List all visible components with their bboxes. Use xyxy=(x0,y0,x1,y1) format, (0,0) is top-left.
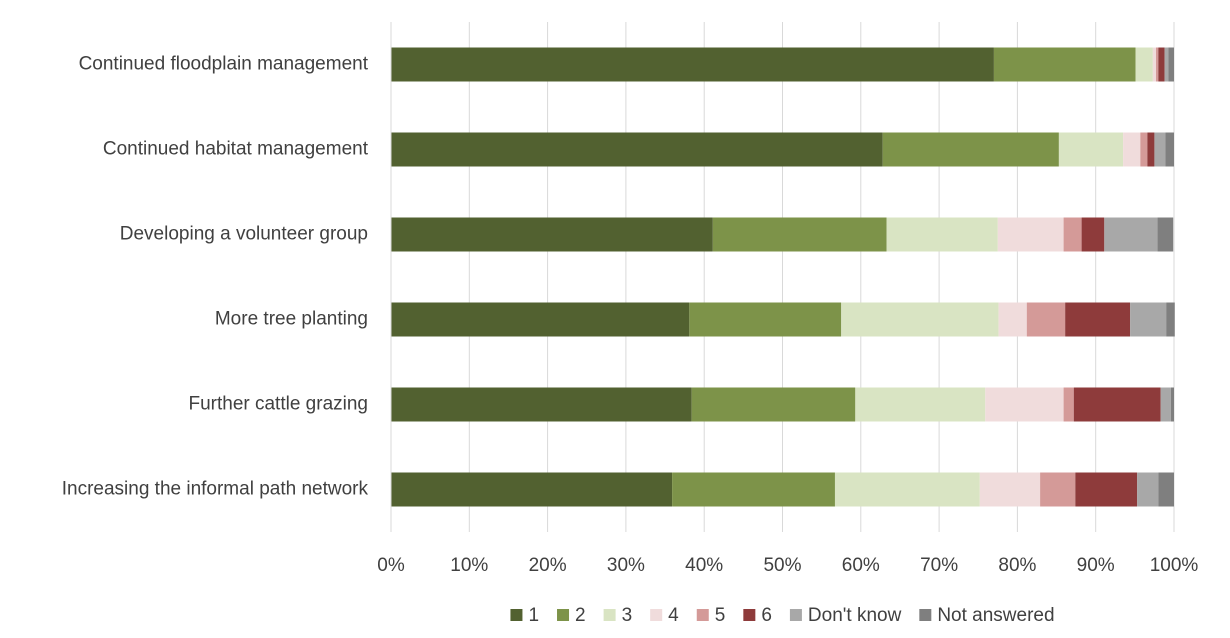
bar-segment xyxy=(1065,302,1131,337)
bar-segment xyxy=(1165,132,1174,167)
bar-segment xyxy=(1063,217,1082,252)
bar-segment xyxy=(1168,47,1174,82)
bar-segment xyxy=(1155,47,1159,82)
bar-segment xyxy=(998,302,1027,337)
bar-segment xyxy=(1154,132,1166,167)
bar-segment xyxy=(1135,47,1153,82)
legend-swatch xyxy=(696,609,709,621)
bar-segment xyxy=(997,217,1064,252)
legend-label: 3 xyxy=(622,605,633,626)
legend-label: 4 xyxy=(668,605,679,626)
bar-segment xyxy=(391,132,883,167)
bar-segment xyxy=(1081,217,1105,252)
legend-swatch xyxy=(789,609,802,621)
bar-segment xyxy=(979,472,1041,507)
bar-segment xyxy=(882,132,1059,167)
bar-segment xyxy=(1158,472,1174,507)
x-tick-label: 50% xyxy=(763,555,801,576)
x-tick-label: 80% xyxy=(998,555,1036,576)
x-tick-label: 100% xyxy=(1150,555,1199,576)
legend-label: 2 xyxy=(575,605,586,626)
bar-segment xyxy=(1063,387,1074,422)
legend-swatch xyxy=(603,609,616,621)
y-tick-label: Continued floodplain management xyxy=(79,54,369,75)
bar-segment xyxy=(1104,217,1158,252)
x-tick-label: 90% xyxy=(1077,555,1115,576)
bar-segment xyxy=(391,47,994,82)
x-tick-label: 60% xyxy=(842,555,880,576)
bar-segment xyxy=(391,472,673,507)
x-tick-label: 30% xyxy=(607,555,645,576)
legend-swatch xyxy=(919,609,932,621)
legend-label: 5 xyxy=(715,605,726,626)
bar-segment xyxy=(689,302,842,337)
legend-label: 6 xyxy=(761,605,772,626)
y-tick-label: Continued habitat management xyxy=(103,139,369,160)
bar-segment xyxy=(1026,302,1066,337)
bar-segment xyxy=(1164,47,1169,82)
bar-segment xyxy=(1157,217,1174,252)
bar-segment xyxy=(391,387,692,422)
x-tick-label: 20% xyxy=(529,555,567,576)
bar-segment xyxy=(1170,387,1174,422)
bar-segment xyxy=(1073,387,1161,422)
legend-swatch xyxy=(650,609,663,621)
bar-segment xyxy=(1140,132,1148,167)
bar-segment xyxy=(712,217,887,252)
bar-segment xyxy=(834,472,980,507)
bar-segment xyxy=(1152,47,1156,82)
bar-segment xyxy=(855,387,986,422)
legend-swatch xyxy=(557,609,570,621)
bar-segment xyxy=(1137,472,1159,507)
y-tick-label: Developing a volunteer group xyxy=(120,224,368,245)
bar-segment xyxy=(1130,302,1167,337)
legend-swatch xyxy=(743,609,756,621)
bar-segment xyxy=(391,302,690,337)
x-tick-label: 40% xyxy=(685,555,723,576)
bar-segment xyxy=(841,302,999,337)
bar-segment xyxy=(672,472,835,507)
y-tick-label: Further cattle grazing xyxy=(188,394,368,415)
bar-segment xyxy=(985,387,1064,422)
bar-segment xyxy=(1075,472,1138,507)
x-tick-label: 10% xyxy=(450,555,488,576)
legend-label: 1 xyxy=(528,605,539,626)
legend-label: Don't know xyxy=(808,605,902,626)
bar-segment xyxy=(993,47,1136,82)
bar-segment xyxy=(1166,302,1175,337)
y-tick-label: Increasing the informal path network xyxy=(62,479,369,500)
legend-swatch xyxy=(510,609,523,621)
bar-segment xyxy=(1147,132,1155,167)
x-tick-label: 0% xyxy=(377,555,405,576)
bar-segment xyxy=(1058,132,1124,167)
bar-segment xyxy=(886,217,998,252)
bar-segment xyxy=(1160,387,1171,422)
bar-segment xyxy=(1040,472,1076,507)
legend-label: Not answered xyxy=(937,605,1054,626)
bar-segment xyxy=(391,217,713,252)
x-tick-label: 70% xyxy=(920,555,958,576)
bar-segment xyxy=(1158,47,1165,82)
bar-segment xyxy=(1123,132,1141,167)
y-tick-label: More tree planting xyxy=(215,309,368,330)
bar-segment xyxy=(691,387,856,422)
